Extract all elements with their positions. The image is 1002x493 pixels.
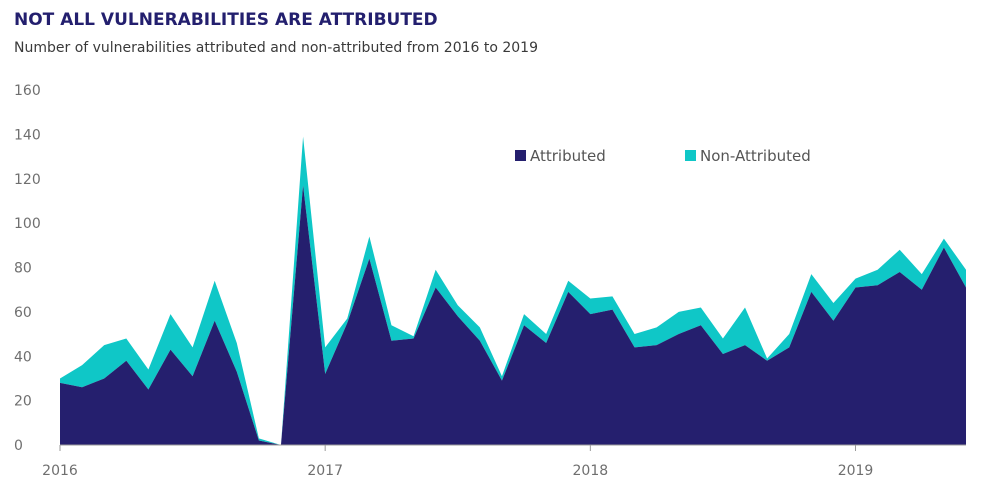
x-tick-label: 2019 bbox=[838, 463, 874, 479]
y-tick-label: 20 bbox=[14, 394, 32, 410]
x-tick-label: 2016 bbox=[42, 463, 78, 479]
legend-label-attributed: Attributed bbox=[530, 147, 606, 165]
y-tick-label: 100 bbox=[14, 216, 41, 232]
legend-swatch-non-attributed bbox=[685, 150, 696, 161]
legend-label-non-attributed: Non-Attributed bbox=[700, 147, 811, 165]
chart-areas bbox=[60, 136, 966, 445]
y-tick-label: 120 bbox=[14, 172, 41, 188]
y-tick-label: 40 bbox=[14, 349, 32, 365]
y-tick-label: 80 bbox=[14, 261, 32, 277]
area-series-attributed bbox=[60, 185, 966, 445]
x-axis-ticks: 2016 2017 2018 2019 bbox=[42, 445, 873, 479]
legend-swatch-attributed bbox=[515, 150, 526, 161]
y-tick-label: 0 bbox=[14, 438, 23, 454]
x-tick-label: 2018 bbox=[573, 463, 609, 479]
chart-legend: Attributed Non-Attributed bbox=[515, 147, 811, 165]
y-tick-label: 140 bbox=[14, 127, 41, 143]
y-tick-label: 160 bbox=[14, 83, 41, 99]
y-tick-label: 60 bbox=[14, 305, 32, 321]
chart-title: NOT ALL VULNERABILITIES ARE ATTRIBUTED bbox=[14, 10, 438, 30]
y-axis-ticks: 0 20 40 60 80 100 120 140 160 bbox=[14, 83, 41, 454]
chart-subtitle: Number of vulnerabilities attributed and… bbox=[14, 40, 538, 56]
x-tick-label: 2017 bbox=[307, 463, 343, 479]
